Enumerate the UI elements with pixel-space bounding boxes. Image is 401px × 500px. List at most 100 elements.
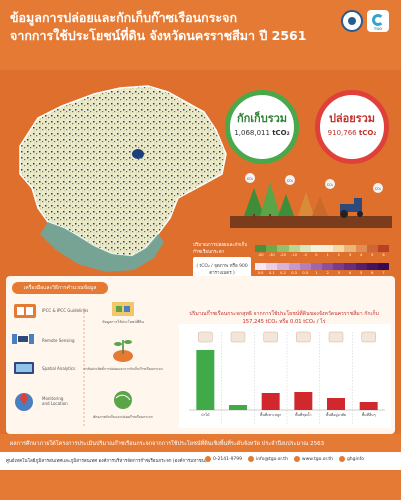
house-icon	[328, 331, 344, 343]
nums-top-value-2: -20	[279, 253, 286, 257]
flow3-label: ศักยภาพกักเก็บและปล่อยก๊าซเรือนกระจก	[93, 413, 153, 419]
ramp-bottom-swatch-0	[255, 263, 267, 270]
satellite-icon	[12, 334, 34, 344]
nums-top-value-10: 5	[371, 253, 374, 257]
spatial-label: Spatial Analytics	[42, 366, 75, 371]
footer: ผลการศึกษาภายใต้โครงการประเมินปริมาณก๊าซ…	[0, 434, 401, 500]
top-section: กักเก็บรวม 1,068,011 tCO₂ ปล่อยรวม 910,7…	[8, 78, 394, 286]
tgo-logo-icon: TGO	[367, 10, 389, 32]
ramp-top-swatch-8	[344, 245, 356, 252]
co2-tag-3: CO₂	[327, 183, 334, 187]
nums-bottom-value-10: 6	[371, 271, 374, 275]
stored-total-value: 1,068,011 tCO₂	[234, 129, 290, 137]
monitoring-label-1: Monitoring	[42, 396, 64, 401]
forest-icon	[198, 331, 213, 343]
other-land-icon	[361, 331, 376, 343]
ramp-bottom-swatch-5	[310, 263, 323, 270]
ramp-top-swatch-3	[288, 245, 300, 252]
co2-bubble-icon: CO₂ CO₂ CO₂ CO₂	[245, 173, 383, 193]
methods-and-chart-panel: เครื่องมือและวิธีการคำนวณข้อมูล IPCC & I…	[6, 276, 395, 434]
nums-top-value-3: -10	[291, 253, 298, 257]
nums-top-value-11: 6	[382, 253, 385, 257]
page-title: ข้อมูลการปล่อยและกักเก็บก๊าซเรือนกระจก จ…	[10, 9, 330, 45]
co2-tag-1: CO₂	[247, 177, 254, 181]
email-contact[interactable]: info@tgo.or.th	[248, 456, 288, 462]
bar-stored-0	[196, 350, 215, 410]
footer-bar: ศูนย์เทคโนโลยีภูมิสารสนเทศและภูมิสารสนเท…	[0, 452, 401, 470]
ramp-top-swatch-6	[322, 245, 334, 252]
book-icon	[14, 304, 36, 318]
bar-stored-1	[229, 405, 247, 410]
ramp-top-swatch-0	[255, 245, 267, 252]
monitoring-label-2: and Location	[42, 401, 68, 406]
nums-bottom-value-2: 0.2	[280, 271, 286, 275]
land-use-map-icon	[112, 302, 134, 316]
ramp-bottom-swatch-2	[277, 263, 289, 270]
co2-tag-4: CO₂	[375, 187, 382, 191]
category-label-3: พื้นที่ชุ่มน้ำ	[295, 412, 311, 418]
sensing-label: Remote Sensing	[42, 338, 75, 343]
bar-emitted-3	[294, 392, 313, 410]
flow1-label: ข้อมูลการใช้ประโยชน์ที่ดิน	[102, 319, 144, 324]
globe-icon	[293, 456, 300, 462]
web-contact[interactable]: www.tgo.or.th	[293, 456, 333, 462]
title-line-1: ข้อมูลการปล่อยและกักเก็บก๊าซเรือนกระจก	[10, 10, 238, 25]
category-label-5: พื้นที่อื่นๆ	[362, 412, 376, 417]
map-legend: ปริมาณการปล่อยและกักเก็บก๊าซเรือนกระจก (…	[193, 243, 390, 283]
nums-top-value-6: 1	[326, 253, 329, 257]
category-label-0: ป่าไม้	[201, 412, 210, 417]
legend-ramp-top	[255, 245, 390, 252]
social-icon	[338, 456, 345, 462]
nums-bottom-value-3: 0.3	[291, 271, 297, 275]
nums-bottom-value-9: 5	[359, 271, 363, 275]
computer-icon	[14, 362, 34, 374]
methods-diagram: IPCC & IPCC Guidelines Remote Sensing Sp…	[12, 302, 163, 426]
net-ghg-bar-chart: ป่าไม้ พื้นที่เพาะปลูก พื้นที่ชุ่มน้ำ พื้นท…	[179, 324, 391, 428]
field-icon	[263, 331, 278, 343]
ramp-top-swatch-1	[266, 245, 278, 252]
ramp-bottom-swatch-6	[322, 263, 334, 270]
nums-top-value-7: 2	[337, 253, 340, 257]
nums-top-value-0: -40	[257, 253, 264, 257]
nums-top-value-1: -30	[268, 253, 275, 257]
legend-label: ปริมาณการปล่อยและกักเก็บก๊าซเรือนกระจก	[193, 243, 248, 255]
nums-bottom-value-0: 0.0	[257, 271, 264, 275]
nums-bottom-value-5: 1	[315, 271, 318, 275]
stored-total-label: กักเก็บรวม	[236, 112, 288, 125]
bar-emitted-2	[261, 393, 280, 410]
category-label-2: พื้นที่เพาะปลูก	[260, 412, 281, 417]
ramp-bottom-swatch-8	[344, 263, 356, 270]
ramp-top-swatch-7	[333, 245, 345, 252]
ramp-top-swatch-4	[299, 245, 311, 252]
title-line-2: จากการใช้ประโยชน์ที่ดิน จังหวัดนครราชสีม…	[10, 28, 307, 43]
stored-total-badge: กักเก็บรวม 1,068,011 tCO₂	[225, 90, 299, 164]
chart-title: ปริมาณก๊าซเรือนกระจกสุทธิ จากการใช้ประโย…	[189, 311, 379, 325]
phone-contact[interactable]: 0-2141-9799	[205, 456, 242, 462]
bar-emitted-4	[327, 398, 345, 410]
ramp-top-swatch-11	[377, 245, 390, 252]
emitted-total-value: 910,766 tCO₂	[327, 129, 377, 137]
globe-pin-icon	[15, 393, 33, 411]
legend-ramp-top-numbers: -40 -30 -20 -10 -5 0 1 2 3 4 5 6	[255, 253, 389, 257]
ramp-bottom-swatch-3	[288, 263, 300, 270]
methods-tab-label: เครื่องมือและวิธีการคำนวณข้อมูล	[12, 282, 108, 294]
nums-top-value-5: 0	[315, 253, 318, 257]
co2-tag-2: CO₂	[287, 179, 294, 183]
nums-top-value-9: 4	[359, 253, 363, 257]
ramp-bottom-swatch-4	[299, 263, 311, 270]
emitted-total-badge: ปล่อยรวม 910,766 tCO₂	[315, 90, 389, 164]
nums-bottom-value-7: 3	[337, 271, 340, 275]
footer-org: ศูนย์เทคโนโลยีภูมิสารสนเทศและภูมิสารสนเท…	[6, 459, 207, 464]
emitted-total-label: ปล่อยรวม	[328, 112, 376, 125]
ramp-bottom-swatch-9	[355, 263, 367, 270]
nums-bottom-value-4: 0.5	[302, 271, 309, 275]
nums-top-value-8: 3	[348, 253, 352, 257]
globe-leaf-icon	[114, 391, 132, 409]
social-contact[interactable]: ghginfo	[338, 456, 364, 462]
seal-logo-icon	[341, 10, 363, 32]
crop-icon	[230, 331, 246, 343]
nums-bottom-value-1: 0.1	[268, 271, 275, 275]
footer-contacts: 0-2141-9799 info@tgo.or.th www.tgo.or.th…	[205, 456, 364, 462]
nums-bottom-value-11: 7	[382, 271, 385, 275]
